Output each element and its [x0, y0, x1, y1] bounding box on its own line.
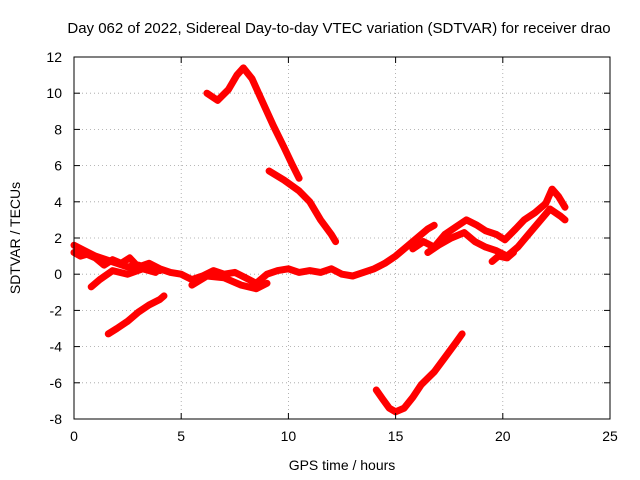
series-layer	[70, 64, 569, 416]
y-tick-label-8: 8	[54, 121, 62, 137]
series-deep-dip	[372, 330, 466, 416]
ticks: 0 5 10 15 20 25 -8 -6 -4 -2 0 2 4 6 8 10 12	[46, 49, 618, 444]
x-tick-label-0: 0	[70, 428, 78, 444]
y-tick-label-5: 2	[54, 230, 62, 246]
series-late-segment	[488, 249, 517, 265]
y-tick-label-2: -4	[50, 339, 63, 355]
series-mid-lower	[188, 272, 271, 293]
y-tick-label-6: 4	[54, 194, 62, 210]
y-tick-label-7: 6	[54, 158, 62, 174]
series-evening-rise	[409, 185, 569, 253]
series-high-arc	[203, 64, 303, 182]
series-dip-segment	[87, 265, 159, 291]
x-tick-label-3: 15	[388, 428, 404, 444]
x-axis-label: GPS time / hours	[289, 457, 396, 473]
y-tick-label-4: 0	[54, 266, 62, 282]
x-tick-label-1: 5	[177, 428, 185, 444]
x-tick-label-5: 25	[602, 428, 618, 444]
y-tick-label-1: -6	[50, 375, 63, 391]
y-axis-label: SDTVAR / TECUs	[7, 182, 23, 294]
x-tick-label-4: 20	[495, 428, 511, 444]
y-tick-label-3: -2	[50, 302, 63, 318]
y-tick-label-0: -8	[50, 411, 63, 427]
y-tick-label-10: 12	[46, 49, 62, 65]
x-tick-label-2: 10	[281, 428, 297, 444]
series-descending-segment	[265, 167, 340, 246]
chart-title: Day 062 of 2022, Sidereal Day-to-day VTE…	[67, 20, 610, 37]
y-tick-label-9: 10	[46, 85, 62, 101]
series-lower-segment-1	[104, 292, 168, 338]
